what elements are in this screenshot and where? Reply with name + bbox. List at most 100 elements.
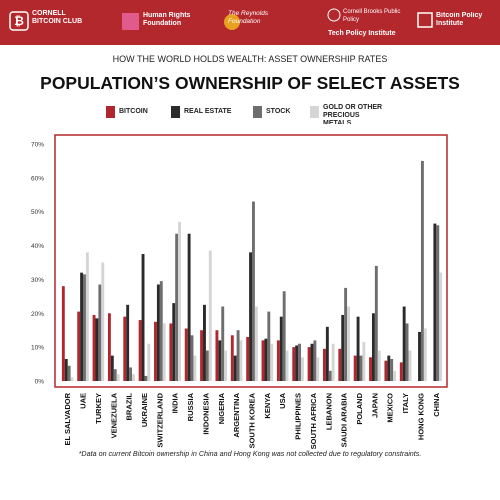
x-tick-label: HONG KONG <box>416 393 425 440</box>
bar <box>356 316 360 381</box>
bar <box>270 343 274 381</box>
x-tick-label: KENYA <box>263 392 272 418</box>
x-tick-label: EL SALVADOR <box>63 392 72 445</box>
header-band <box>0 0 500 45</box>
bar <box>300 357 304 381</box>
bar <box>205 350 209 381</box>
bar <box>369 357 372 381</box>
logo-text: Bitcoin Policy Institute <box>436 12 483 27</box>
logo-icon <box>224 14 240 30</box>
x-tick-label: SOUTH AFRICA <box>309 392 318 449</box>
logo-box: CORNELL BITCOIN CLUB <box>32 10 82 25</box>
legend-label: REAL ESTATE <box>184 108 232 115</box>
bar <box>101 262 105 381</box>
bar <box>172 303 176 381</box>
logo-icon <box>122 13 139 30</box>
bar <box>384 360 388 381</box>
bar <box>310 343 314 381</box>
x-tick-label: PHILIPPINES <box>294 393 303 440</box>
bar <box>390 358 394 381</box>
bar <box>331 343 335 381</box>
y-tick-label: 50% <box>31 209 44 216</box>
x-tick-label: USA <box>278 392 287 408</box>
bar <box>249 252 252 381</box>
bar <box>371 313 375 381</box>
logo-icon <box>327 8 341 22</box>
bar <box>313 340 317 381</box>
bar <box>246 336 250 381</box>
bar <box>92 314 96 381</box>
bar <box>433 223 437 381</box>
bar <box>325 326 329 381</box>
bar <box>276 340 280 381</box>
x-tick-label: ARGENTINA <box>232 392 241 437</box>
bar <box>193 355 197 381</box>
bar <box>362 342 366 381</box>
bar <box>353 355 357 381</box>
legend-box: GOLD OR OTHER PRECIOUS METALS <box>323 104 382 124</box>
x-tick-label: UAE <box>79 393 88 409</box>
bar <box>344 287 348 381</box>
legend-label: BITCOIN <box>119 108 148 115</box>
legend-box: STOCK <box>266 108 290 115</box>
legend-swatch <box>253 106 262 118</box>
bar <box>123 316 127 381</box>
bar <box>264 338 268 381</box>
x-tick-label: NIGERIA <box>217 392 226 424</box>
x-tick-label: POLAND <box>355 392 364 424</box>
legend-box: REAL ESTATE <box>184 108 232 115</box>
bar <box>387 355 391 381</box>
bar <box>144 375 148 381</box>
bar <box>393 370 397 381</box>
y-tick-label: 10% <box>31 345 44 352</box>
bar <box>298 343 301 381</box>
bar <box>239 340 243 381</box>
bar <box>408 350 412 381</box>
x-tick-label: MEXICO <box>386 393 395 423</box>
bar <box>341 314 345 381</box>
bar <box>377 350 381 381</box>
x-tick-label: INDONESIA <box>201 392 210 434</box>
bar <box>316 357 320 381</box>
bar <box>70 377 74 381</box>
bar <box>338 348 342 381</box>
bar <box>261 340 265 381</box>
y-tick-label: 0% <box>35 379 45 386</box>
x-tick-label: LEBANON <box>324 393 333 430</box>
chart-title: POPULATION’S OWNERSHIP OF SELECT ASSETS <box>40 73 460 93</box>
bar <box>178 221 181 381</box>
bar <box>110 355 114 381</box>
bar <box>221 306 225 381</box>
bar <box>423 328 427 381</box>
bar <box>67 365 71 381</box>
legend-box: BITCOIN <box>119 108 148 115</box>
bar <box>439 272 443 381</box>
bar <box>252 201 255 381</box>
bar <box>359 355 363 381</box>
legend-swatch <box>310 106 319 118</box>
bar <box>402 306 406 381</box>
bar <box>113 369 117 381</box>
bar <box>436 225 440 381</box>
bar <box>129 367 133 381</box>
bar <box>116 374 120 381</box>
x-tick-label: UKRAINE <box>140 393 149 427</box>
bar <box>254 306 258 381</box>
logo-text: Cornell Brooks Public Policy <box>343 9 401 23</box>
x-tick-label: CHINA <box>432 392 441 416</box>
bar <box>154 321 157 381</box>
legend-swatch <box>106 106 115 118</box>
bar <box>420 160 424 381</box>
x-tick-label: SAUDI ARABIA <box>340 392 349 447</box>
bar <box>187 233 191 381</box>
bar <box>107 313 111 381</box>
bar <box>295 345 299 381</box>
bar <box>156 284 160 381</box>
bar <box>328 370 332 381</box>
x-tick-label: BRAZIL <box>125 393 134 421</box>
bar <box>224 350 228 381</box>
bar <box>203 304 206 381</box>
x-tick-label: TURKEY <box>94 393 103 424</box>
legend-swatch <box>171 106 180 118</box>
